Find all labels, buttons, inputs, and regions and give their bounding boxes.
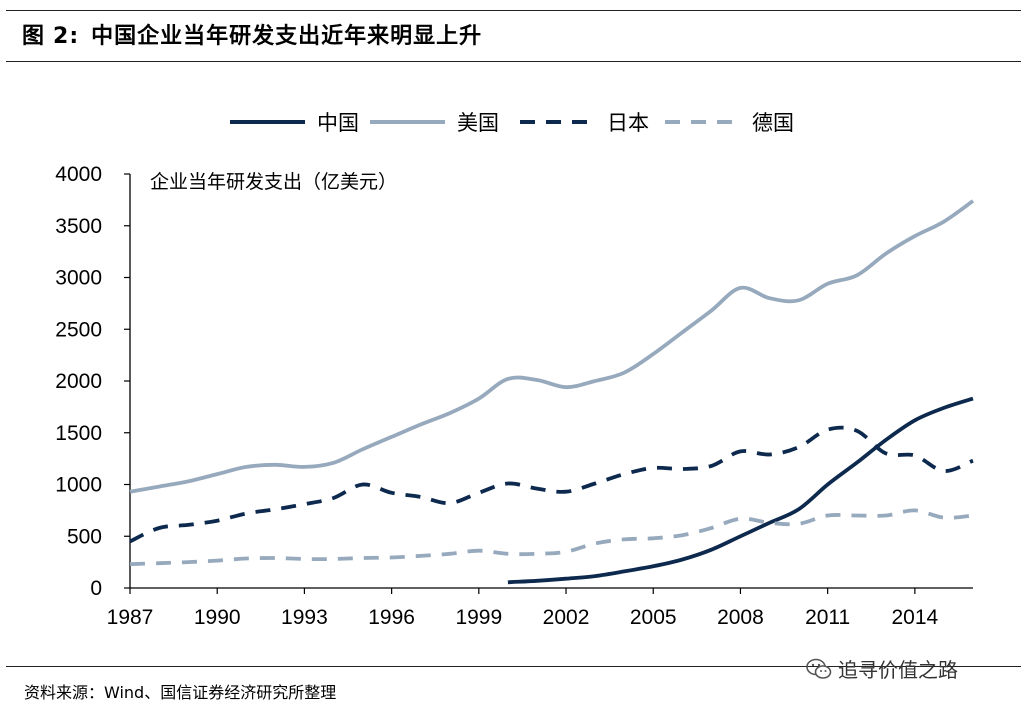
watermark: 追寻价值之路: [806, 654, 958, 683]
series-line-3: [129, 508, 974, 567]
y-tick-label: 3000: [55, 267, 102, 290]
legend-label-0: 中国: [317, 111, 359, 135]
figure-title: 图 2: 中国企业当年研发支出近年来明显上升: [22, 18, 482, 50]
chart-axes: 0 500 1000 1500 2000 2500 3000 3500 4000 1987 1990…: [55, 163, 973, 629]
chart-legend: 中国 美国 日本 德国: [230, 111, 794, 135]
wechat-icon: [806, 658, 832, 679]
legend-label-1: 美国: [457, 111, 499, 135]
y-tick-label: 0: [90, 577, 102, 600]
legend-label-2: 日本: [607, 111, 649, 135]
source-note: 资料来源：Wind、国信证券经济研究所整理: [24, 683, 337, 702]
figure-title-text: 中国企业当年研发支出近年来明显上升: [91, 24, 483, 49]
title-rule: [6, 61, 1021, 62]
x-tick-label: 2008: [717, 606, 764, 629]
figure-number: 2:: [53, 24, 80, 49]
x-tick-label: 1996: [368, 606, 415, 629]
y-tick-label: 1000: [55, 474, 102, 497]
bottom-rule: [6, 666, 1021, 667]
figure-label: 图: [22, 24, 46, 49]
x-tick-label: 1987: [107, 606, 154, 629]
top-rule: [6, 10, 1021, 11]
y-tick-label: 2000: [55, 370, 102, 393]
y-axis-label: 企业当年研发支出（亿美元）: [150, 171, 397, 193]
line-chart: 中国 美国 日本 德国 企业当年研发支出（亿美元） 0 500 1000 1500 2000 2…: [55, 111, 975, 629]
watermark-text: 追寻价值之路: [838, 658, 958, 682]
series-line-1: [129, 199, 975, 494]
x-tick-label: 2014: [892, 606, 939, 629]
y-tick-label: 1500: [55, 422, 102, 445]
y-tick-label: 500: [67, 525, 102, 548]
y-tick-label: 3500: [55, 215, 102, 238]
series-line-0: [507, 396, 974, 585]
series-line-2: [129, 425, 974, 544]
x-tick-label: 1993: [281, 606, 328, 629]
y-tick-label: 4000: [55, 163, 102, 186]
legend-label-3: 德国: [752, 111, 794, 135]
x-tick-label: 2011: [805, 606, 850, 629]
x-tick-label: 2002: [543, 606, 590, 629]
x-tick-label: 1990: [194, 606, 241, 629]
x-tick-label: 2005: [630, 606, 677, 629]
y-tick-label: 2500: [55, 318, 102, 341]
series-layer: [129, 199, 975, 585]
x-tick-label: 1999: [455, 606, 502, 629]
